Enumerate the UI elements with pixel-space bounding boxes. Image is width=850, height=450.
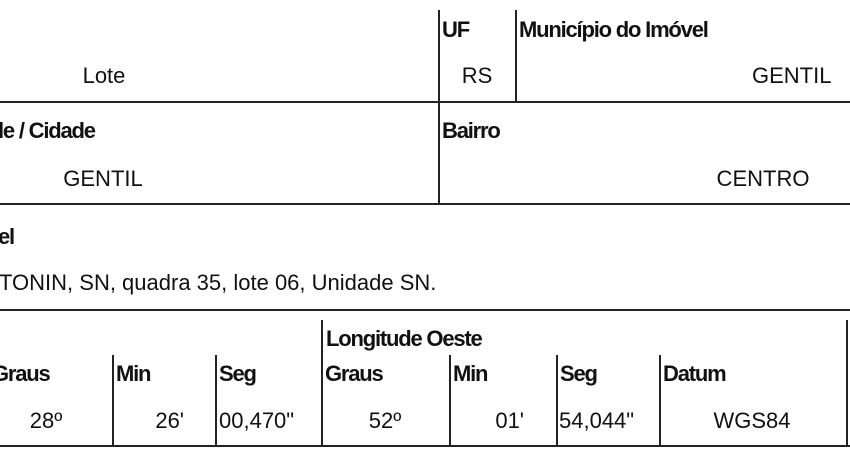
municipio-value: GENTIL xyxy=(752,63,832,88)
divider xyxy=(515,10,517,102)
uf-label: UF xyxy=(442,17,470,42)
lote-value: Lote xyxy=(82,63,126,88)
divider xyxy=(0,203,850,205)
divider xyxy=(438,10,440,204)
lat-min-value: 26' xyxy=(155,408,184,433)
divider xyxy=(449,355,451,446)
divider xyxy=(0,309,850,311)
lon-min-value: 01' xyxy=(495,408,524,433)
lat-min-header: Min xyxy=(116,361,151,386)
cidade-value: GENTIL xyxy=(63,166,143,191)
lat-graus-value: 28º xyxy=(29,408,63,433)
lon-graus-value: 52º xyxy=(368,408,402,433)
divider xyxy=(659,355,661,446)
divider xyxy=(321,320,323,446)
divider xyxy=(215,355,217,446)
divider xyxy=(0,101,850,103)
uf-value: RS xyxy=(461,63,493,88)
endereco-value: TONIN, SN, quadra 35, lote 06, Unidade S… xyxy=(0,270,437,295)
lon-graus-header: Graus xyxy=(325,361,384,386)
divider xyxy=(0,445,850,447)
lat-seg-value: 00,470" xyxy=(219,408,295,433)
lon-seg-value: 54,044" xyxy=(559,408,635,433)
municipio-label: Município do Imóvel xyxy=(519,17,709,42)
endereco-label: el xyxy=(0,224,15,249)
bairro-label: Bairro xyxy=(442,118,501,143)
datum-header: Datum xyxy=(663,361,727,386)
datum-value: WGS84 xyxy=(713,408,791,433)
bairro-value: CENTRO xyxy=(716,166,810,191)
divider xyxy=(846,320,848,446)
longitude-label: Longitude Oeste xyxy=(326,326,483,351)
divider xyxy=(556,355,558,446)
lon-min-header: Min xyxy=(453,361,488,386)
divider xyxy=(112,355,114,446)
lat-graus-header: Graus xyxy=(0,361,51,386)
cidade-label: le / Cidade xyxy=(0,118,96,143)
lon-seg-header: Seg xyxy=(560,361,598,386)
lat-seg-header: Seg xyxy=(219,361,257,386)
